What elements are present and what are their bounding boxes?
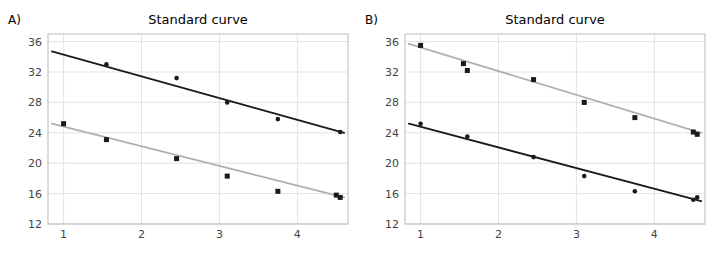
x-tick-label: 1 <box>417 228 424 241</box>
dot-point <box>531 155 536 160</box>
x-tick-label: 1 <box>60 228 67 241</box>
plot-area <box>409 43 701 202</box>
square-point <box>695 132 700 137</box>
panel-label: B) <box>365 13 378 27</box>
grid-line <box>405 193 705 194</box>
y-tick-label: 16 <box>385 188 399 201</box>
plot-frame <box>48 34 348 224</box>
x-tick-label: 2 <box>138 228 145 241</box>
plot-area <box>52 51 344 199</box>
square-point <box>531 77 536 82</box>
grid-line <box>420 34 421 224</box>
grid-line <box>297 34 298 224</box>
square-point <box>174 156 179 161</box>
fit-line <box>52 51 344 132</box>
y-tick-label: 20 <box>28 157 42 170</box>
x-tick-label: 3 <box>573 228 580 241</box>
square-point <box>465 68 470 73</box>
grid-line <box>48 72 348 73</box>
grid-line <box>654 34 655 224</box>
dot-point <box>633 189 638 194</box>
square-point <box>461 61 466 66</box>
x-tick-label: 3 <box>216 228 223 241</box>
y-tick-label: 28 <box>385 96 399 109</box>
chart-title: Standard curve <box>148 12 248 27</box>
dot-point <box>695 195 700 200</box>
chart-canvas: 123412162024283236Standard curveA)123412… <box>0 0 714 254</box>
y-tick-label: 36 <box>385 36 399 49</box>
grid-line <box>63 34 64 224</box>
grid-line <box>48 102 348 103</box>
grid-line <box>405 132 705 133</box>
dot-point <box>225 100 230 105</box>
y-tick-label: 16 <box>28 188 42 201</box>
y-tick-label: 32 <box>28 66 42 79</box>
y-tick-label: 12 <box>385 218 399 231</box>
y-tick-label: 32 <box>385 66 399 79</box>
dot-point <box>418 121 423 126</box>
square-point <box>582 100 587 105</box>
dot-point <box>691 197 696 202</box>
grid-line <box>405 41 705 42</box>
grid-line <box>576 34 577 224</box>
dot-point <box>276 117 281 122</box>
square-point <box>418 43 423 48</box>
dot-point <box>174 76 179 81</box>
fit-line <box>409 124 701 202</box>
grid-line <box>48 41 348 42</box>
fit-line <box>409 44 701 133</box>
panel: 123412162024283236Standard curveB) <box>365 12 705 241</box>
dot-point <box>582 174 587 179</box>
y-tick-label: 20 <box>385 157 399 170</box>
square-point <box>225 174 230 179</box>
grid-line <box>219 34 220 224</box>
plot-frame <box>405 34 705 224</box>
y-tick-label: 12 <box>28 218 42 231</box>
dot-point <box>338 130 343 135</box>
panel: 123412162024283236Standard curveA) <box>8 12 348 241</box>
grid-line <box>141 34 142 224</box>
fit-line <box>52 124 344 198</box>
x-tick-label: 4 <box>294 228 301 241</box>
y-tick-label: 24 <box>28 127 42 140</box>
square-point <box>632 115 637 120</box>
y-tick-label: 36 <box>28 36 42 49</box>
x-tick-label: 2 <box>495 228 502 241</box>
y-tick-label: 28 <box>28 96 42 109</box>
square-point <box>338 195 343 200</box>
y-tick-label: 24 <box>385 127 399 140</box>
square-point <box>104 137 109 142</box>
square-point <box>275 189 280 194</box>
square-point <box>61 121 66 126</box>
grid-line <box>498 34 499 224</box>
dot-point <box>465 134 470 139</box>
x-tick-label: 4 <box>651 228 658 241</box>
grid-line <box>405 72 705 73</box>
grid-line <box>48 163 348 164</box>
chart-title: Standard curve <box>505 12 605 27</box>
grid-line <box>405 102 705 103</box>
grid-line <box>48 193 348 194</box>
panel-label: A) <box>8 13 21 27</box>
dot-point <box>104 62 109 67</box>
